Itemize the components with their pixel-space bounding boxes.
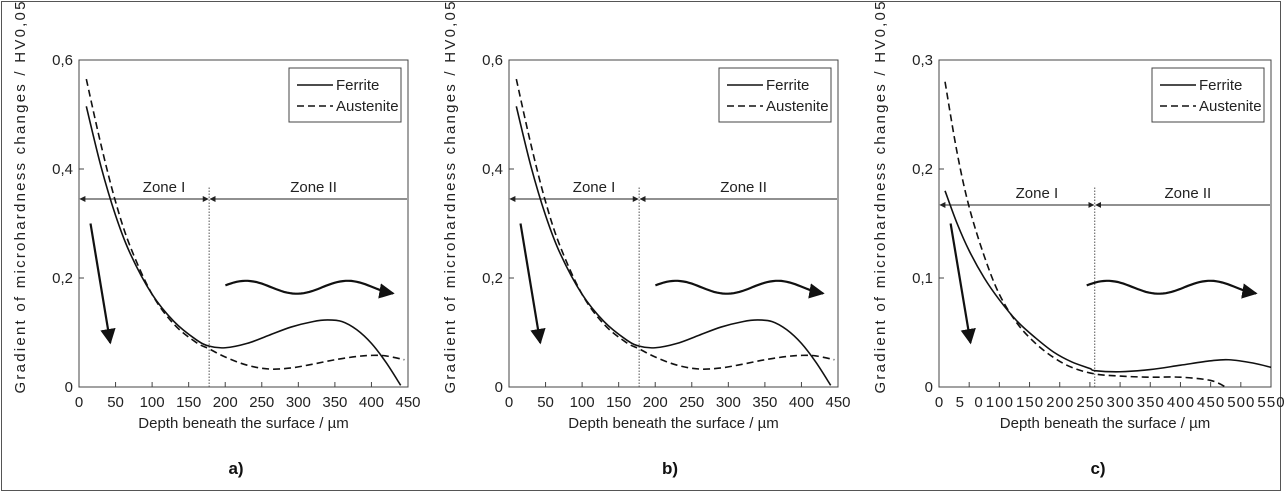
decreasing-trend-arrow [519, 223, 546, 345]
series-line-ferrite [515, 106, 832, 386]
x-tick-label: 400 [789, 394, 814, 411]
y-tick-label: 0,3 [912, 52, 933, 69]
x-tick-label: 200 [643, 394, 668, 411]
y-tick-label: 0,4 [482, 161, 503, 178]
zone-1-label: Zone I [573, 179, 616, 196]
series-line-austenite [944, 81, 1227, 388]
x-tick-label: 150 [606, 394, 631, 411]
legend-label-ferrite: Ferrite [336, 77, 379, 94]
x-tick-label: 50 [107, 394, 124, 411]
x-tick-label: 50 [537, 394, 554, 411]
y-axis-label: Gradient of microhardness changes / HV0,… [12, 2, 29, 394]
x-tick-label: 400 [359, 394, 384, 411]
x-tick-label: 450 [825, 394, 850, 411]
legend-box [1151, 67, 1265, 123]
plot-area-border [78, 59, 409, 388]
chart-panel-2: 0 50 100 150 200 250 300 350 400 450 0 0,2 0,4 0,6 Dep… [442, 2, 851, 479]
y-tick-label: 0,2 [482, 270, 503, 287]
chart-panel-1: 0 50 100 150 200 250 300 350 400 450 0 0,2 0,4 0,6 Dep… [12, 2, 421, 479]
x-tick-label: 300 [1107, 394, 1134, 411]
x-tick-label: 500 [1227, 394, 1254, 411]
panel-caption: c) [1090, 459, 1105, 478]
legend-box [288, 67, 402, 123]
x-tick-label: 350 [1137, 394, 1164, 411]
fluctuating-trend-arrow [224, 279, 395, 299]
x-axis-label: Depth beneath the surface / µm [1000, 415, 1210, 432]
series-line-austenite [515, 78, 835, 370]
x-tick-label: 550 [1257, 394, 1284, 411]
chart-panel-3: 0 50 100 150 200 250 300 350 400 450 500 550 0 0,1 0,2… [872, 2, 1284, 479]
y-tick-label: 0,2 [912, 161, 933, 178]
y-tick-label: 0,6 [482, 52, 503, 69]
legend-label-austenite: Austenite [766, 98, 829, 115]
panel-caption: a) [228, 459, 243, 478]
x-tick-label: 450 [1197, 394, 1224, 411]
series-line-ferrite [944, 190, 1272, 373]
x-tick-label: 300 [716, 394, 741, 411]
fluctuating-trend-arrow [654, 279, 825, 299]
x-tick-label: 0 [75, 394, 83, 411]
x-tick-label: 200 [213, 394, 238, 411]
x-tick-label: 150 [1016, 394, 1043, 411]
x-tick-label: 400 [1167, 394, 1194, 411]
legend: Ferrite Austenite [1151, 67, 1265, 123]
zone-2-label: Zone II [290, 179, 337, 196]
x-tick-label: 0 [935, 394, 943, 411]
x-tick-label: 200 [1046, 394, 1073, 411]
legend-label-austenite: Austenite [336, 98, 399, 115]
x-axis-label: Depth beneath the surface / µm [138, 415, 348, 432]
x-tick-label: 0 [505, 394, 513, 411]
x-tick-label: 100 [140, 394, 165, 411]
fluctuating-trend-arrow [1086, 279, 1258, 299]
y-tick-label: 0,4 [52, 161, 73, 178]
x-tick-label: 350 [322, 394, 347, 411]
x-tick-label: 100 [986, 394, 1013, 411]
x-axis-label: Depth beneath the surface / µm [568, 415, 778, 432]
series-line-austenite [85, 78, 405, 370]
x-tick-label: 450 [395, 394, 420, 411]
legend-label-ferrite: Ferrite [766, 77, 809, 94]
legend-label-ferrite: Ferrite [1199, 77, 1242, 94]
decreasing-trend-arrow [949, 223, 976, 345]
y-tick-label: 0,2 [52, 270, 73, 287]
y-tick-label: 0,1 [912, 270, 933, 287]
y-tick-label: 0 [495, 379, 503, 396]
series-line-ferrite [85, 106, 402, 386]
x-tick-label: 100 [570, 394, 595, 411]
y-tick-label: 0,6 [52, 52, 73, 69]
y-axis-label: Gradient of microhardness changes / HV0,… [872, 2, 889, 394]
x-tick-label: 250 [249, 394, 274, 411]
zone-1-label: Zone I [143, 179, 186, 196]
legend-box [718, 67, 832, 123]
plot-area-border [508, 59, 839, 388]
panel-caption: b) [662, 459, 678, 478]
legend: Ferrite Austenite [288, 67, 402, 123]
y-tick-label: 0 [925, 379, 933, 396]
x-tick-label: 300 [286, 394, 311, 411]
x-tick-label: 350 [752, 394, 777, 411]
zone-2-label: Zone II [720, 179, 767, 196]
x-tick-label: 50 [956, 394, 983, 411]
y-axis-label: Gradient of microhardness changes / HV0,… [442, 2, 459, 394]
zone-1-label: Zone I [1016, 185, 1059, 202]
decreasing-trend-arrow [89, 223, 116, 345]
x-tick-label: 250 [1076, 394, 1103, 411]
x-tick-label: 250 [679, 394, 704, 411]
y-tick-label: 0 [65, 379, 73, 396]
legend: Ferrite Austenite [718, 67, 832, 123]
x-tick-label: 150 [176, 394, 201, 411]
zone-2-label: Zone II [1165, 185, 1212, 202]
legend-label-austenite: Austenite [1199, 98, 1262, 115]
plot-area-border [938, 59, 1272, 388]
